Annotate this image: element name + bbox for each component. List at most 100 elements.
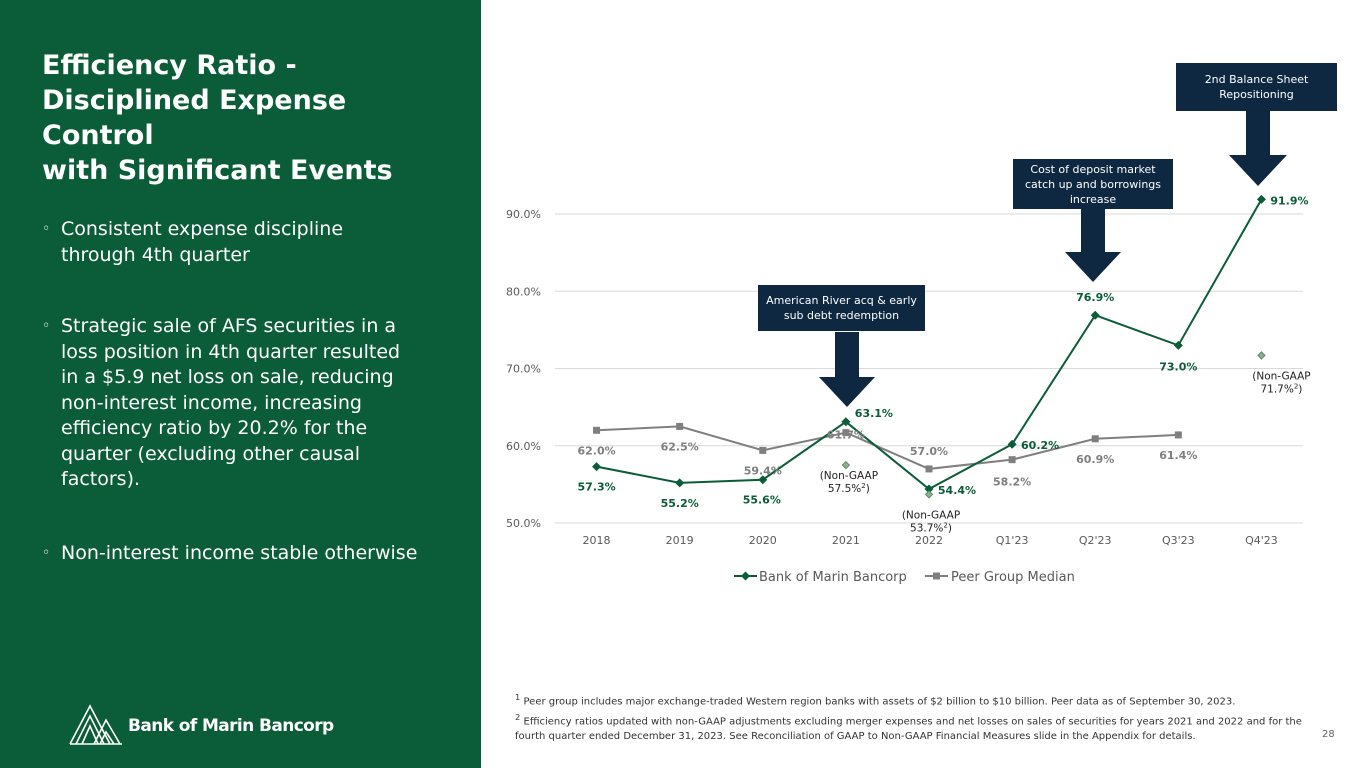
y-tick-label: 90.0% bbox=[506, 208, 541, 221]
non-gaap-prefix: (Non-GAAP bbox=[902, 509, 960, 521]
bank-marker bbox=[1007, 439, 1017, 449]
bullet-icon: ◦ bbox=[42, 221, 51, 237]
footnote-2: 2 Efficiency ratios updated with non-GAA… bbox=[515, 710, 1330, 744]
footnote-1-marker: 1 bbox=[515, 692, 521, 702]
non-gaap-value-text: 53.7% bbox=[910, 522, 943, 534]
non-gaap-suffix: ) bbox=[1298, 383, 1302, 395]
data-labels: 57.3% 55.2% 55.6% 63.1% 54.4% 60.2% 76.9% 73.0%… bbox=[577, 194, 1308, 510]
bank-marker bbox=[1173, 340, 1183, 350]
legend-bank-marker bbox=[741, 571, 750, 581]
non-gaap-superscript: 2 bbox=[1294, 382, 1298, 390]
bank-data-label: 60.2% bbox=[1021, 439, 1059, 452]
peer-group-marker bbox=[842, 429, 850, 437]
x-tick-label: 2020 bbox=[749, 534, 777, 547]
bank-data-label: 63.1% bbox=[855, 407, 893, 420]
callout-balance-sheet-repositioning: 2nd Balance Sheet Repositioning bbox=[1176, 63, 1337, 111]
bank-marker bbox=[1256, 194, 1266, 204]
non-gaap-superscript: 2 bbox=[943, 521, 947, 529]
x-tick-label: 2021 bbox=[832, 534, 860, 547]
callout-american-river: American River acq & early sub debt rede… bbox=[758, 285, 925, 331]
x-axis: 2018 2019 2020 2021 2022 Q1'23 Q2'23 Q3'23 Q4'23 bbox=[555, 522, 1303, 547]
non-gaap-marker bbox=[841, 460, 851, 470]
peer-data-label: 62.5% bbox=[661, 440, 699, 453]
peer-group-marker bbox=[1174, 431, 1182, 439]
down-arrow-icon bbox=[1065, 207, 1121, 282]
down-arrow-icon bbox=[819, 332, 875, 407]
legend-peer-label: Peer Group Median bbox=[951, 570, 1075, 585]
non-gaap-points: (Non-GAAP57.5%2)(Non-GAAP53.7%2)(Non-GAA… bbox=[820, 351, 1311, 534]
bank-data-label: 73.0% bbox=[1159, 360, 1197, 373]
bullet-item: ◦ Non-interest income stable otherwise bbox=[42, 541, 422, 567]
bullet-text: Strategic sale of AFS securities in a lo… bbox=[61, 315, 401, 490]
title-line: Disciplined Expense bbox=[42, 85, 347, 116]
bank-data-label: 57.3% bbox=[577, 481, 615, 494]
non-gaap-prefix: (Non-GAAP bbox=[1252, 370, 1310, 382]
legend-bank-label: Bank of Marin Bancorp bbox=[759, 570, 907, 585]
bullet-item: ◦ Consistent expense discipline through … bbox=[42, 217, 422, 268]
non-gaap-value-text: 71.7% bbox=[1260, 383, 1293, 395]
peer-group-marker bbox=[1091, 435, 1099, 443]
peer-data-label: 61.4% bbox=[1159, 449, 1197, 462]
x-tick-label: Q2'23 bbox=[1079, 534, 1112, 547]
non-gaap-marker bbox=[924, 490, 934, 499]
y-tick-label: 80.0% bbox=[506, 285, 541, 298]
page-number: 28 bbox=[1322, 729, 1335, 740]
footnote-2-marker: 2 bbox=[515, 712, 521, 722]
chart-legend: Bank of Marin Bancorp Peer Group Median bbox=[734, 570, 1075, 585]
peer-data-label: 62.0% bbox=[577, 444, 615, 457]
logo-mark-icon bbox=[69, 704, 122, 745]
bullet-icon: ◦ bbox=[42, 545, 51, 561]
bullet-text: Consistent expense discipline through 4t… bbox=[61, 218, 344, 266]
peer-group-marker bbox=[593, 426, 601, 434]
logo-text: Bank of Marin Bancorp bbox=[128, 716, 334, 736]
non-gaap-suffix: ) bbox=[948, 522, 952, 534]
chart-gridlines bbox=[555, 213, 1303, 447]
peer-group-marker bbox=[759, 446, 767, 454]
peer-group-series bbox=[593, 422, 1182, 473]
bank-data-label: 76.9% bbox=[1076, 291, 1114, 304]
bullet-item: ◦ Strategic sale of AFS securities in a … bbox=[42, 314, 422, 493]
bank-of-marin-series bbox=[592, 194, 1266, 494]
peer-group-line bbox=[596, 425, 1179, 470]
non-gaap-suffix: ) bbox=[866, 483, 870, 495]
down-arrow-icon bbox=[1229, 110, 1287, 186]
non-gaap-value: 71.7%2) bbox=[1260, 382, 1302, 395]
x-tick-label: 2019 bbox=[666, 534, 694, 547]
legend-peer-marker bbox=[933, 572, 940, 580]
bullet-text: Non-interest income stable otherwise bbox=[61, 542, 418, 564]
non-gaap-value: 57.5%2) bbox=[828, 482, 870, 495]
peer-data-label: 60.9% bbox=[1076, 453, 1114, 466]
callout-arrows bbox=[819, 110, 1287, 407]
peer-data-label: 59.4% bbox=[744, 464, 782, 477]
title-line: with Significant Events bbox=[42, 155, 393, 186]
peer-data-label: 57.0% bbox=[910, 445, 948, 458]
bank-marker bbox=[758, 475, 768, 485]
peer-group-marker bbox=[676, 422, 684, 430]
x-tick-label: Q4'23 bbox=[1245, 534, 1278, 547]
bank-marker bbox=[592, 462, 602, 472]
footnote-1-text: Peer group includes major exchange-trade… bbox=[523, 696, 1236, 708]
non-gaap-marker bbox=[1257, 351, 1266, 360]
bank-marker bbox=[924, 484, 934, 494]
footnote-2-text: Efficiency ratios updated with non-GAAP … bbox=[515, 716, 1302, 743]
peer-group-marker bbox=[1008, 456, 1016, 464]
x-tick-label: Q1'23 bbox=[996, 534, 1029, 547]
company-logo: Bank of Marin Bancorp bbox=[68, 704, 334, 746]
non-gaap-value: 53.7%2) bbox=[910, 521, 952, 534]
peer-data-label: 58.2% bbox=[993, 476, 1031, 489]
x-tick-label: Q3'23 bbox=[1162, 534, 1195, 547]
title-line: Control bbox=[42, 120, 154, 151]
x-tick-label: 2018 bbox=[583, 534, 611, 547]
y-tick-label: 70.0% bbox=[506, 363, 541, 376]
non-gaap-prefix: (Non-GAAP bbox=[820, 470, 878, 482]
bank-data-label: 55.6% bbox=[743, 494, 781, 507]
bank-data-label: 54.4% bbox=[938, 484, 976, 497]
bank-marker bbox=[675, 478, 685, 488]
y-tick-label: 50.0% bbox=[506, 517, 541, 530]
non-gaap-value-text: 57.5% bbox=[828, 483, 861, 495]
slide-title: Efficiency Ratio - Disciplined Expense C… bbox=[42, 48, 462, 188]
peer-data-label: 61.7% bbox=[827, 429, 865, 442]
